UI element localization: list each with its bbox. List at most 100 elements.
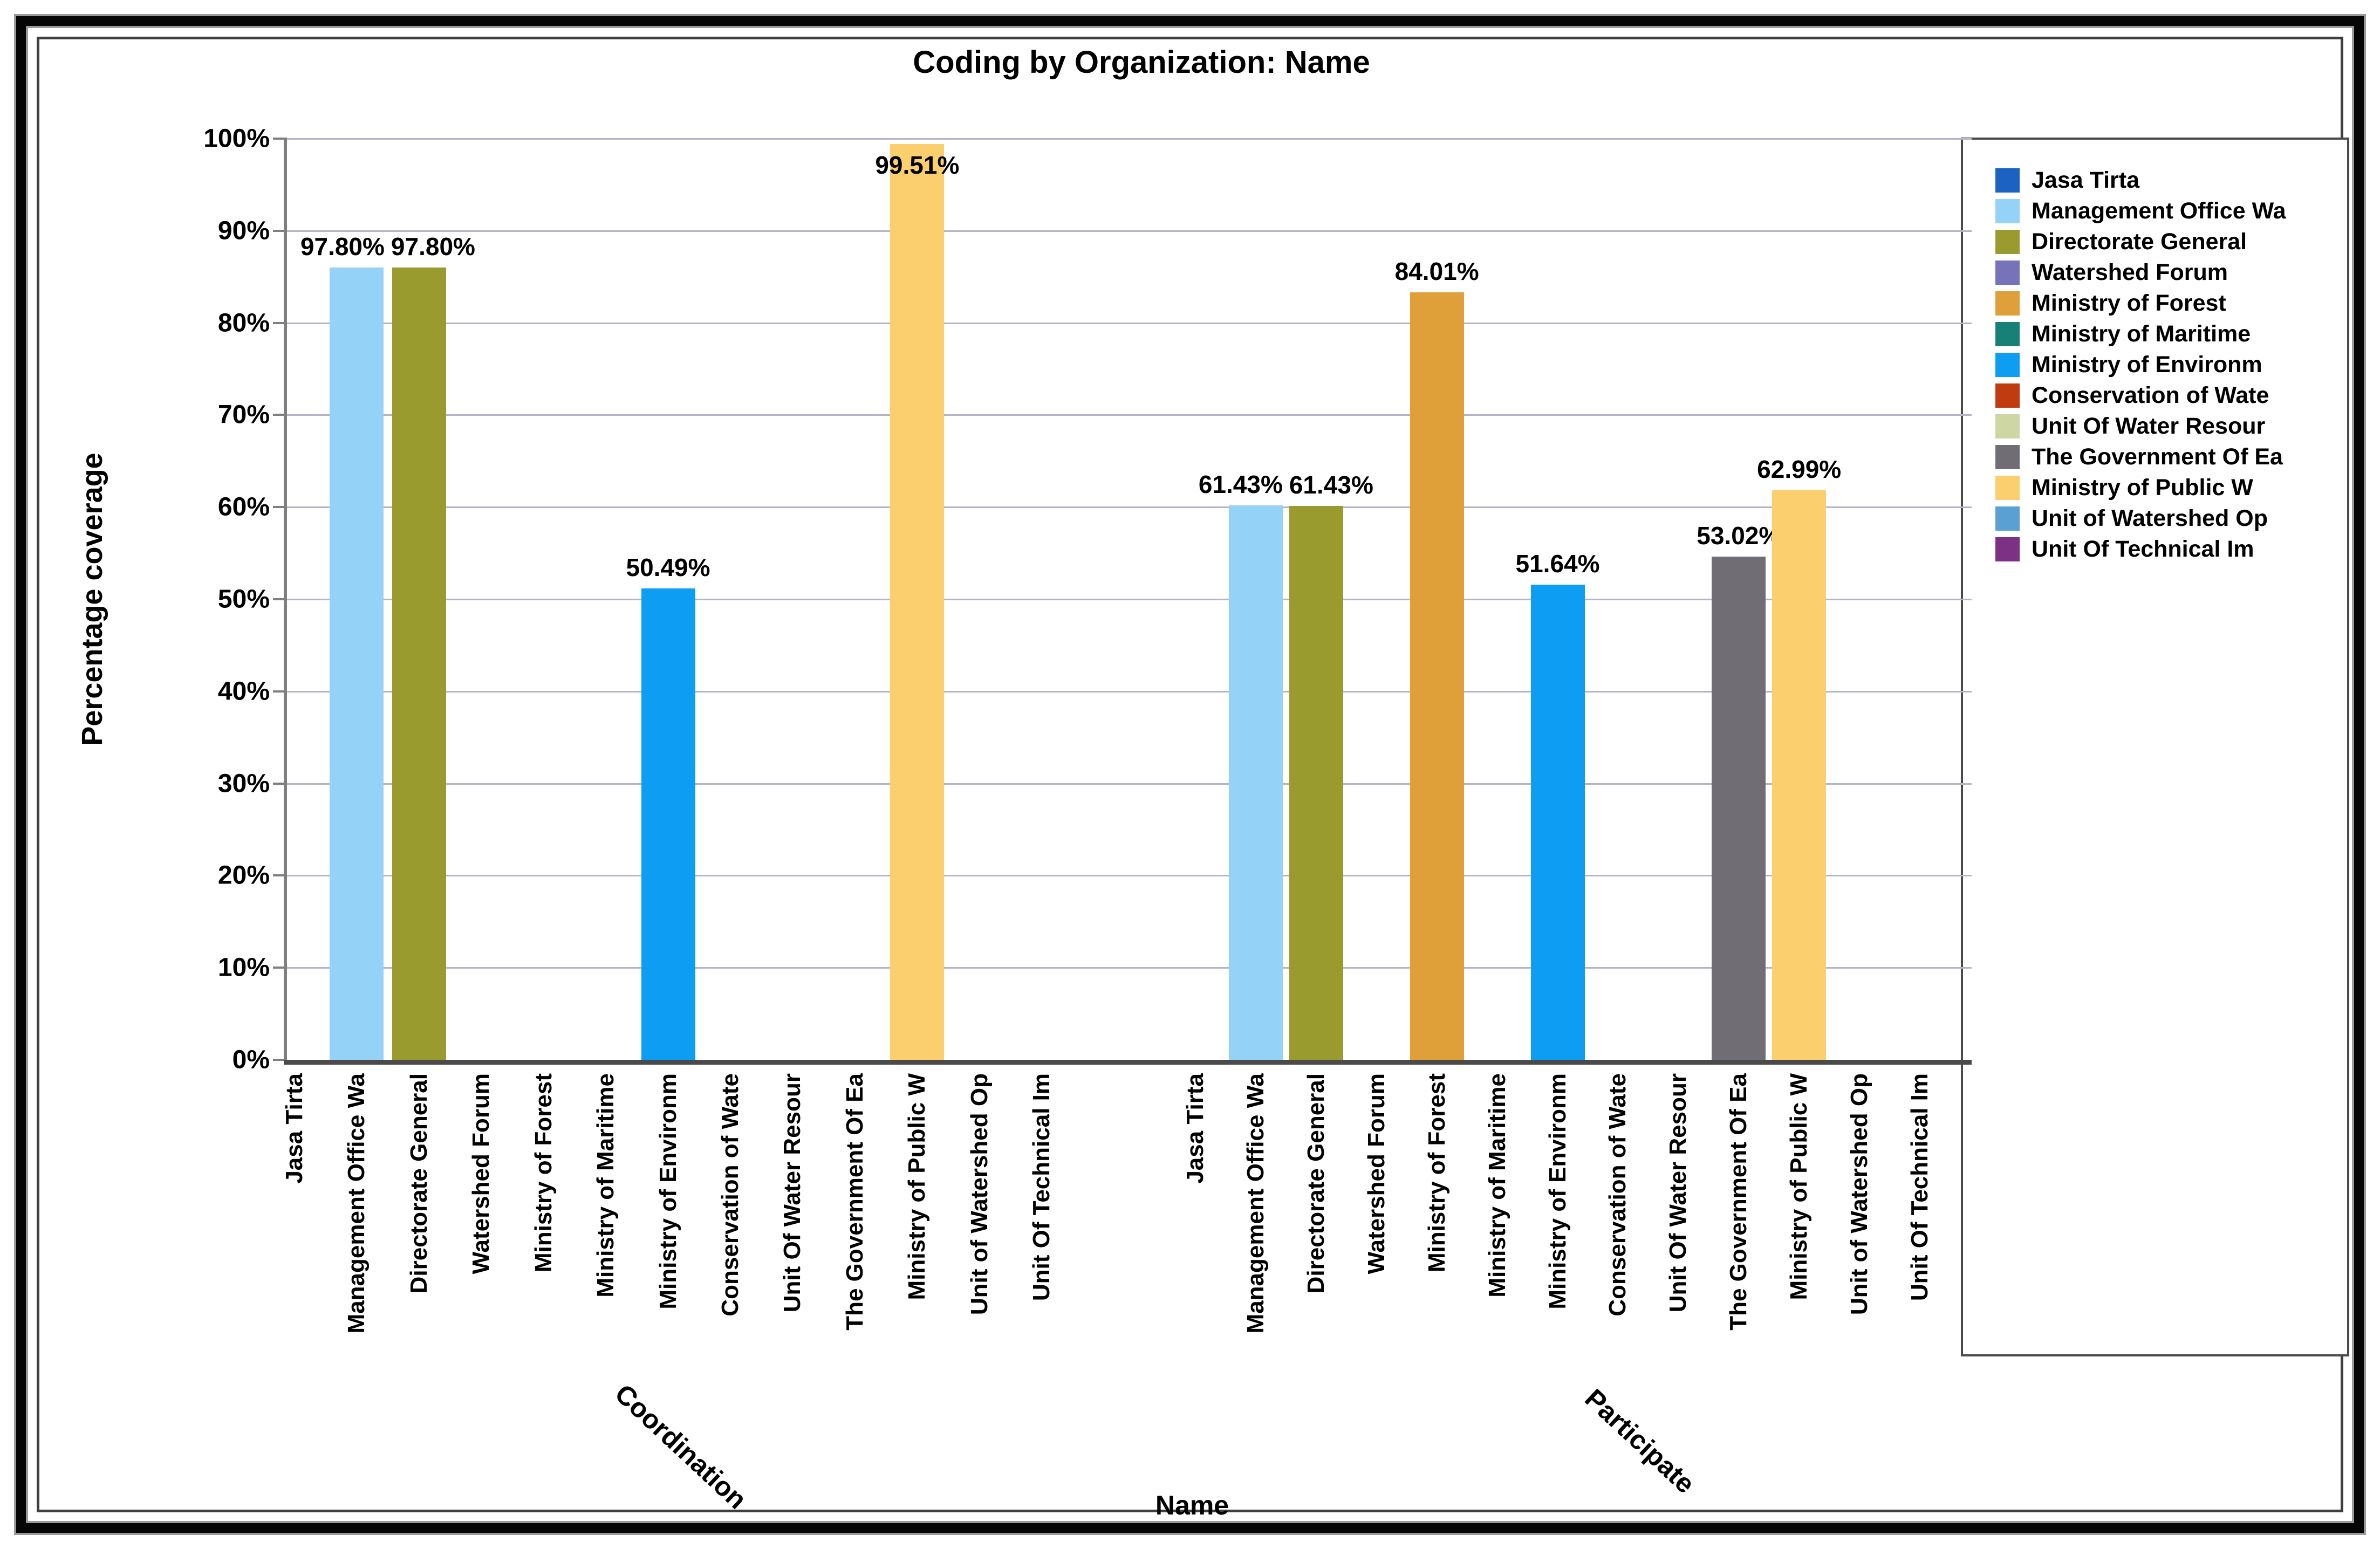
x-axis-title: Name (1155, 1490, 1229, 1520)
legend-item-1[interactable]: Management Office Wa (1995, 197, 2286, 224)
y-tick-100% (273, 138, 287, 140)
y-tick-60% (273, 506, 287, 509)
x-tick-label-participate-9: The Government Of Ea (1725, 1073, 1752, 1331)
legend-swatch-2 (1995, 229, 2020, 254)
y-tick-30% (273, 782, 287, 785)
legend-label-9: The Government Of Ea (2032, 443, 2283, 470)
x-tick-label-participate-2: Directorate General (1302, 1073, 1329, 1294)
y-tick-label-30%: 30% (217, 769, 270, 798)
x-tick-label-coordination-5: Ministry of Maritime (592, 1073, 619, 1298)
x-tick-label-coordination-11: Unit of Watershed Op (966, 1073, 993, 1315)
gridline-20% (287, 875, 1972, 877)
y-tick-label-60%: 60% (217, 492, 270, 522)
legend-swatch-1 (1995, 198, 2020, 223)
y-tick-label-20%: 20% (217, 861, 270, 890)
legend-label-2: Directorate General (2032, 228, 2247, 255)
bar-participate-9[interactable] (1712, 557, 1766, 1060)
legend-label-1: Management Office Wa (2032, 197, 2286, 224)
y-tick-label-80%: 80% (217, 309, 270, 338)
legend-label-7: Conservation of Wate (2032, 382, 2269, 408)
legend-item-5[interactable]: Ministry of Maritime (1995, 320, 2251, 347)
legend-item-2[interactable]: Directorate General (1995, 228, 2247, 255)
gridline-90% (287, 230, 1972, 232)
bar-value-label-participate-6: 51.64% (1515, 549, 1600, 578)
bar-value-label-coordination-2: 97.80% (391, 232, 475, 261)
bar-value-label-coordination-10: 99.51% (875, 151, 960, 180)
legend-swatch-4 (1995, 291, 2020, 316)
x-tick-label-coordination-7: Conservation of Wate (716, 1073, 743, 1317)
x-tick-label-coordination-12: Unit Of Technical Im (1028, 1073, 1055, 1301)
x-tick-label-participate-12: Unit Of Technical Im (1906, 1073, 1933, 1301)
y-tick-40% (273, 690, 287, 693)
gridline-70% (287, 414, 1972, 416)
y-tick-0% (273, 1059, 287, 1061)
legend-label-6: Ministry of Environm (2032, 351, 2262, 378)
y-tick-label-100%: 100% (203, 124, 270, 153)
y-tick-label-40%: 40% (217, 677, 270, 706)
gridline-40% (287, 690, 1972, 693)
bar-participate-10[interactable] (1772, 490, 1827, 1060)
legend: Jasa Tirta Management Office Wa Directorat… (1961, 138, 2349, 1356)
y-axis-title: Percentage coverage (76, 453, 108, 746)
bar-participate-2[interactable] (1289, 506, 1343, 1060)
x-tick-label-coordination-8: Unit Of Water Resour (779, 1073, 806, 1313)
gridline-30% (287, 783, 1972, 785)
x-tick-label-participate-1: Management Office Wa (1242, 1073, 1269, 1334)
bar-participate-6[interactable] (1530, 584, 1585, 1060)
legend-item-11[interactable]: Unit of Watershed Op (1995, 505, 2268, 532)
bar-participate-1[interactable] (1228, 505, 1283, 1060)
bar-value-label-participate-10: 62.99% (1757, 455, 1842, 484)
legend-label-8: Unit Of Water Resour (2032, 413, 2266, 439)
gridline-100% (287, 138, 1972, 140)
bar-participate-4[interactable] (1410, 292, 1464, 1060)
legend-label-0: Jasa Tirta (2032, 167, 2140, 193)
legend-label-12: Unit Of Technical Im (2032, 536, 2254, 562)
bar-coordination-6[interactable] (641, 588, 695, 1060)
legend-item-9[interactable]: The Government Of Ea (1995, 443, 2283, 470)
x-tick-label-participate-0: Jasa Tirta (1181, 1073, 1208, 1184)
legend-item-6[interactable]: Ministry of Environm (1995, 351, 2262, 378)
bar-coordination-2[interactable] (392, 268, 446, 1060)
legend-label-3: Watershed Forum (2032, 259, 2228, 285)
x-tick-label-participate-8: Unit Of Water Resour (1665, 1073, 1692, 1313)
chart-title: Coding by Organization: Name (913, 45, 1370, 80)
legend-item-8[interactable]: Unit Of Water Resour (1995, 413, 2265, 440)
legend-swatch-5 (1995, 321, 2020, 346)
x-tick-label-participate-7: Conservation of Wate (1604, 1073, 1631, 1317)
y-tick-label-10%: 10% (217, 953, 270, 982)
legend-swatch-9 (1995, 444, 2020, 469)
bar-coordination-10[interactable] (890, 144, 945, 1060)
x-tick-label-participate-6: Ministry of Environm (1544, 1073, 1571, 1310)
legend-item-4[interactable]: Ministry of Forest (1995, 290, 2226, 317)
legend-swatch-3 (1995, 260, 2020, 285)
gridline-60% (287, 506, 1972, 509)
legend-item-3[interactable]: Watershed Forum (1995, 259, 2228, 286)
bar-value-label-coordination-1: 97.80% (300, 232, 385, 261)
bar-coordination-1[interactable] (330, 268, 384, 1060)
x-tick-label-coordination-4: Ministry of Forest (530, 1073, 557, 1273)
bar-value-label-coordination-6: 50.49% (626, 553, 710, 581)
legend-label-5: Ministry of Maritime (2032, 320, 2251, 347)
x-tick-label-coordination-3: Watershed Forum (468, 1073, 495, 1274)
x-tick-label-participate-5: Ministry of Maritime (1483, 1073, 1510, 1298)
y-tick-70% (273, 414, 287, 416)
legend-item-7[interactable]: Conservation of Wate (1995, 382, 2269, 409)
legend-swatch-12 (1995, 537, 2020, 561)
x-tick-label-participate-11: Unit of Watershed Op (1846, 1073, 1873, 1315)
bar-value-label-participate-9: 53.02% (1697, 522, 1781, 550)
y-tick-80% (273, 321, 287, 324)
legend-item-12[interactable]: Unit Of Technical Im (1995, 536, 2254, 563)
legend-item-10[interactable]: Ministry of Public W (1995, 474, 2253, 501)
y-tick-20% (273, 874, 287, 877)
x-tick-label-coordination-9: The Government Of Ea (841, 1073, 868, 1331)
y-tick-label-50%: 50% (217, 585, 270, 614)
legend-swatch-10 (1995, 475, 2020, 500)
legend-label-4: Ministry of Forest (2032, 290, 2226, 316)
x-tick-label-coordination-0: Jasa Tirta (281, 1073, 307, 1184)
x-tick-label-coordination-10: Ministry of Public W (904, 1073, 931, 1300)
x-tick-label-coordination-1: Management Office Wa (343, 1073, 370, 1334)
legend-item-0[interactable]: Jasa Tirta (1995, 167, 2139, 194)
x-tick-label-participate-10: Ministry of Public W (1786, 1073, 1813, 1300)
legend-label-10: Ministry of Public W (2032, 474, 2253, 501)
